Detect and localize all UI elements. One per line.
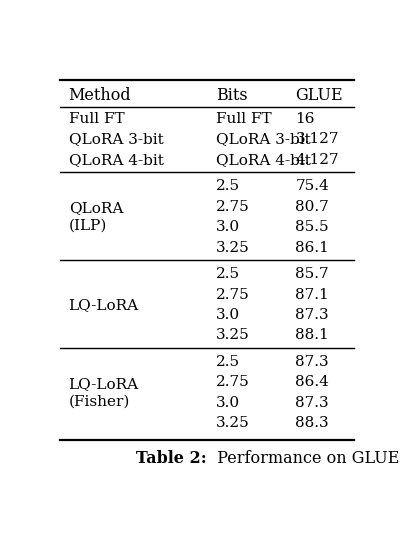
Text: QLoRA 3-bit: QLoRA 3-bit bbox=[69, 133, 163, 146]
Text: 87.1: 87.1 bbox=[295, 288, 329, 301]
Text: 16: 16 bbox=[295, 112, 315, 126]
Text: 3.0: 3.0 bbox=[216, 220, 240, 234]
Text: 2.5: 2.5 bbox=[216, 267, 240, 281]
Text: QLoRA
(ILP): QLoRA (ILP) bbox=[69, 201, 123, 233]
Text: 88.1: 88.1 bbox=[295, 328, 329, 342]
Text: 2.75: 2.75 bbox=[216, 200, 250, 214]
Text: 3.25: 3.25 bbox=[216, 241, 250, 255]
Text: Full FT: Full FT bbox=[69, 112, 124, 126]
Text: 88.3: 88.3 bbox=[295, 416, 329, 430]
Text: 2.75: 2.75 bbox=[216, 288, 250, 301]
Text: 87.3: 87.3 bbox=[295, 396, 329, 410]
Text: 87.3: 87.3 bbox=[295, 308, 329, 322]
Text: 80.7: 80.7 bbox=[295, 200, 329, 214]
Text: QLoRA 3-bit: QLoRA 3-bit bbox=[216, 133, 311, 146]
Text: 3.127: 3.127 bbox=[295, 133, 339, 146]
Text: 85.7: 85.7 bbox=[295, 267, 329, 281]
Text: Bits: Bits bbox=[216, 87, 248, 104]
Text: Performance on GLUE: Performance on GLUE bbox=[207, 450, 400, 467]
Text: 3.25: 3.25 bbox=[216, 416, 250, 430]
Text: Method: Method bbox=[69, 87, 131, 104]
Text: 4.127: 4.127 bbox=[295, 153, 339, 167]
Text: LQ-LoRA: LQ-LoRA bbox=[69, 298, 139, 312]
Text: 85.5: 85.5 bbox=[295, 220, 329, 234]
Text: 75.4: 75.4 bbox=[295, 179, 329, 193]
Text: QLoRA 4-bit: QLoRA 4-bit bbox=[69, 153, 164, 167]
Text: Full FT: Full FT bbox=[216, 112, 271, 126]
Text: QLoRA 4-bit: QLoRA 4-bit bbox=[216, 153, 311, 167]
Text: 3.0: 3.0 bbox=[216, 396, 240, 410]
Text: 86.4: 86.4 bbox=[295, 375, 329, 390]
Text: 3.25: 3.25 bbox=[216, 328, 250, 342]
Text: 3.0: 3.0 bbox=[216, 308, 240, 322]
Text: 87.3: 87.3 bbox=[295, 355, 329, 369]
Text: 2.75: 2.75 bbox=[216, 375, 250, 390]
Text: Table 2:: Table 2: bbox=[136, 450, 207, 467]
Text: 86.1: 86.1 bbox=[295, 241, 329, 255]
Text: GLUE: GLUE bbox=[295, 87, 343, 104]
Text: 2.5: 2.5 bbox=[216, 179, 240, 193]
Text: 2.5: 2.5 bbox=[216, 355, 240, 369]
Text: LQ-LoRA
(Fisher): LQ-LoRA (Fisher) bbox=[69, 376, 139, 409]
